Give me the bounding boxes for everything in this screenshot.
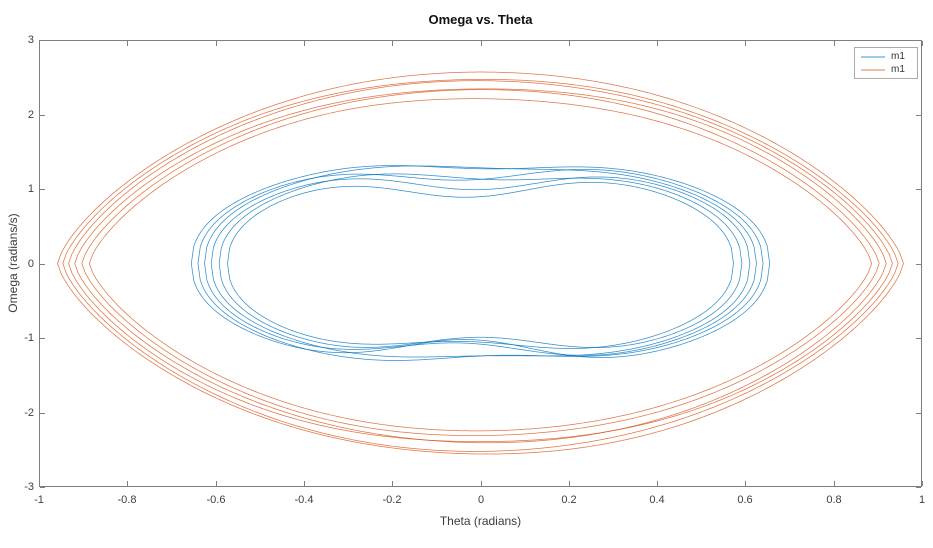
y-tick-left xyxy=(40,189,45,190)
y-tick-right xyxy=(916,413,921,414)
x-tick-top xyxy=(392,41,393,46)
y-tick-right xyxy=(916,338,921,339)
x-tick-label: 0.2 xyxy=(561,494,577,506)
y-tick-right xyxy=(916,189,921,190)
y-tick-label: 1 xyxy=(27,183,34,195)
y-tick-left xyxy=(40,487,45,488)
y-tick-label: 3 xyxy=(27,34,34,46)
x-tick-top xyxy=(922,41,923,46)
y-tick-label: -2 xyxy=(24,407,34,419)
x-tick-top xyxy=(481,41,482,46)
x-tick-bottom xyxy=(304,481,305,486)
y-tick-right xyxy=(916,487,921,488)
legend-label-1: m1 xyxy=(891,51,905,62)
y-tick-right xyxy=(916,40,921,41)
y-axis-label: Omega (radians/s) xyxy=(6,213,20,313)
y-tick-left xyxy=(40,115,45,116)
x-axis-label: Theta (radians) xyxy=(439,514,522,528)
x-tick-bottom xyxy=(834,481,835,486)
y-tick-left xyxy=(40,338,45,339)
x-tick-label: 0.8 xyxy=(826,494,842,506)
axes-box xyxy=(39,40,922,487)
x-tick-top xyxy=(569,41,570,46)
x-tick-label: -0.2 xyxy=(382,494,402,506)
x-tick-top xyxy=(39,41,40,46)
x-tick-label: -0.4 xyxy=(294,494,314,506)
x-tick-bottom xyxy=(127,481,128,486)
legend-line-sample-blue xyxy=(861,56,885,57)
y-tick-label: -3 xyxy=(24,481,34,493)
x-tick-label: 0.6 xyxy=(737,494,753,506)
x-tick-bottom xyxy=(922,481,923,486)
chart-title: Omega vs. Theta xyxy=(428,12,533,27)
x-tick-label: -0.6 xyxy=(206,494,226,506)
x-tick-label: -0.8 xyxy=(117,494,137,506)
legend: m1 m1 xyxy=(854,47,918,79)
legend-label-2: m1 xyxy=(891,64,905,75)
y-tick-right xyxy=(916,264,921,265)
x-tick-top xyxy=(657,41,658,46)
y-tick-label: 0 xyxy=(27,258,34,270)
legend-entry-2: m1 xyxy=(855,63,917,76)
x-tick-top xyxy=(127,41,128,46)
x-tick-label: 0.4 xyxy=(649,494,665,506)
legend-line-sample-orange xyxy=(861,69,885,70)
x-tick-bottom xyxy=(569,481,570,486)
y-tick-left xyxy=(40,264,45,265)
x-tick-bottom xyxy=(216,481,217,486)
y-tick-label: 2 xyxy=(27,109,34,121)
x-tick-bottom xyxy=(745,481,746,486)
x-tick-bottom xyxy=(657,481,658,486)
legend-entry-1: m1 xyxy=(855,50,917,63)
x-tick-bottom xyxy=(481,481,482,486)
x-tick-top xyxy=(304,41,305,46)
x-tick-top xyxy=(834,41,835,46)
x-tick-top xyxy=(216,41,217,46)
x-tick-label: 0 xyxy=(477,494,485,506)
y-tick-right xyxy=(916,115,921,116)
x-tick-top xyxy=(745,41,746,46)
x-tick-label: -1 xyxy=(34,494,44,506)
x-tick-label: 1 xyxy=(918,494,926,506)
y-tick-left xyxy=(40,40,45,41)
y-tick-label: -1 xyxy=(24,332,34,344)
x-tick-bottom xyxy=(39,481,40,486)
y-tick-left xyxy=(40,413,45,414)
x-tick-bottom xyxy=(392,481,393,486)
